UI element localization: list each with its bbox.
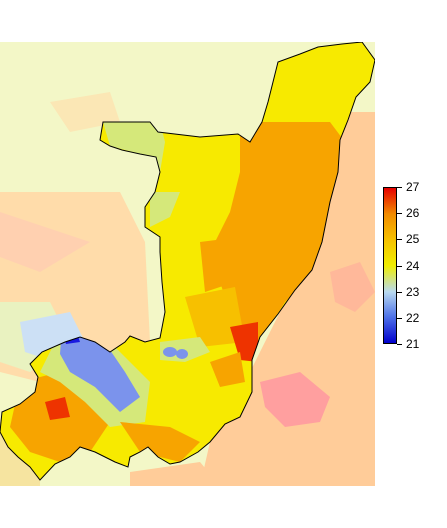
- country-border: [0, 42, 375, 481]
- legend-tick-label: 23: [406, 284, 420, 299]
- legend-tick-label: 22: [406, 310, 420, 325]
- legend-tick-label: 24: [406, 258, 420, 273]
- southwest-cold-area: [60, 327, 140, 412]
- legend-tick-mark: [397, 239, 402, 241]
- temperature-map: [0, 42, 375, 486]
- legend-tick-mark: [397, 265, 402, 267]
- east-warm-band: [215, 122, 345, 342]
- legend-tick-mark: [397, 213, 402, 215]
- hot-spot: [230, 322, 258, 362]
- legend-tick-label: 25: [406, 232, 420, 247]
- legend-tick-label: 27: [406, 180, 420, 194]
- legend-colorbar: [383, 187, 397, 344]
- legend-tick-mark: [397, 291, 402, 293]
- southeast-patch: [260, 372, 330, 427]
- legend-tick-mark: [397, 187, 402, 188]
- color-legend: 27 26 25 24 23 22 21: [380, 180, 440, 353]
- legend-tick-label: 21: [406, 337, 420, 351]
- legend-tick-label: 26: [406, 206, 420, 221]
- legend-tick-mark: [397, 317, 402, 319]
- legend-tick-mark: [397, 344, 402, 345]
